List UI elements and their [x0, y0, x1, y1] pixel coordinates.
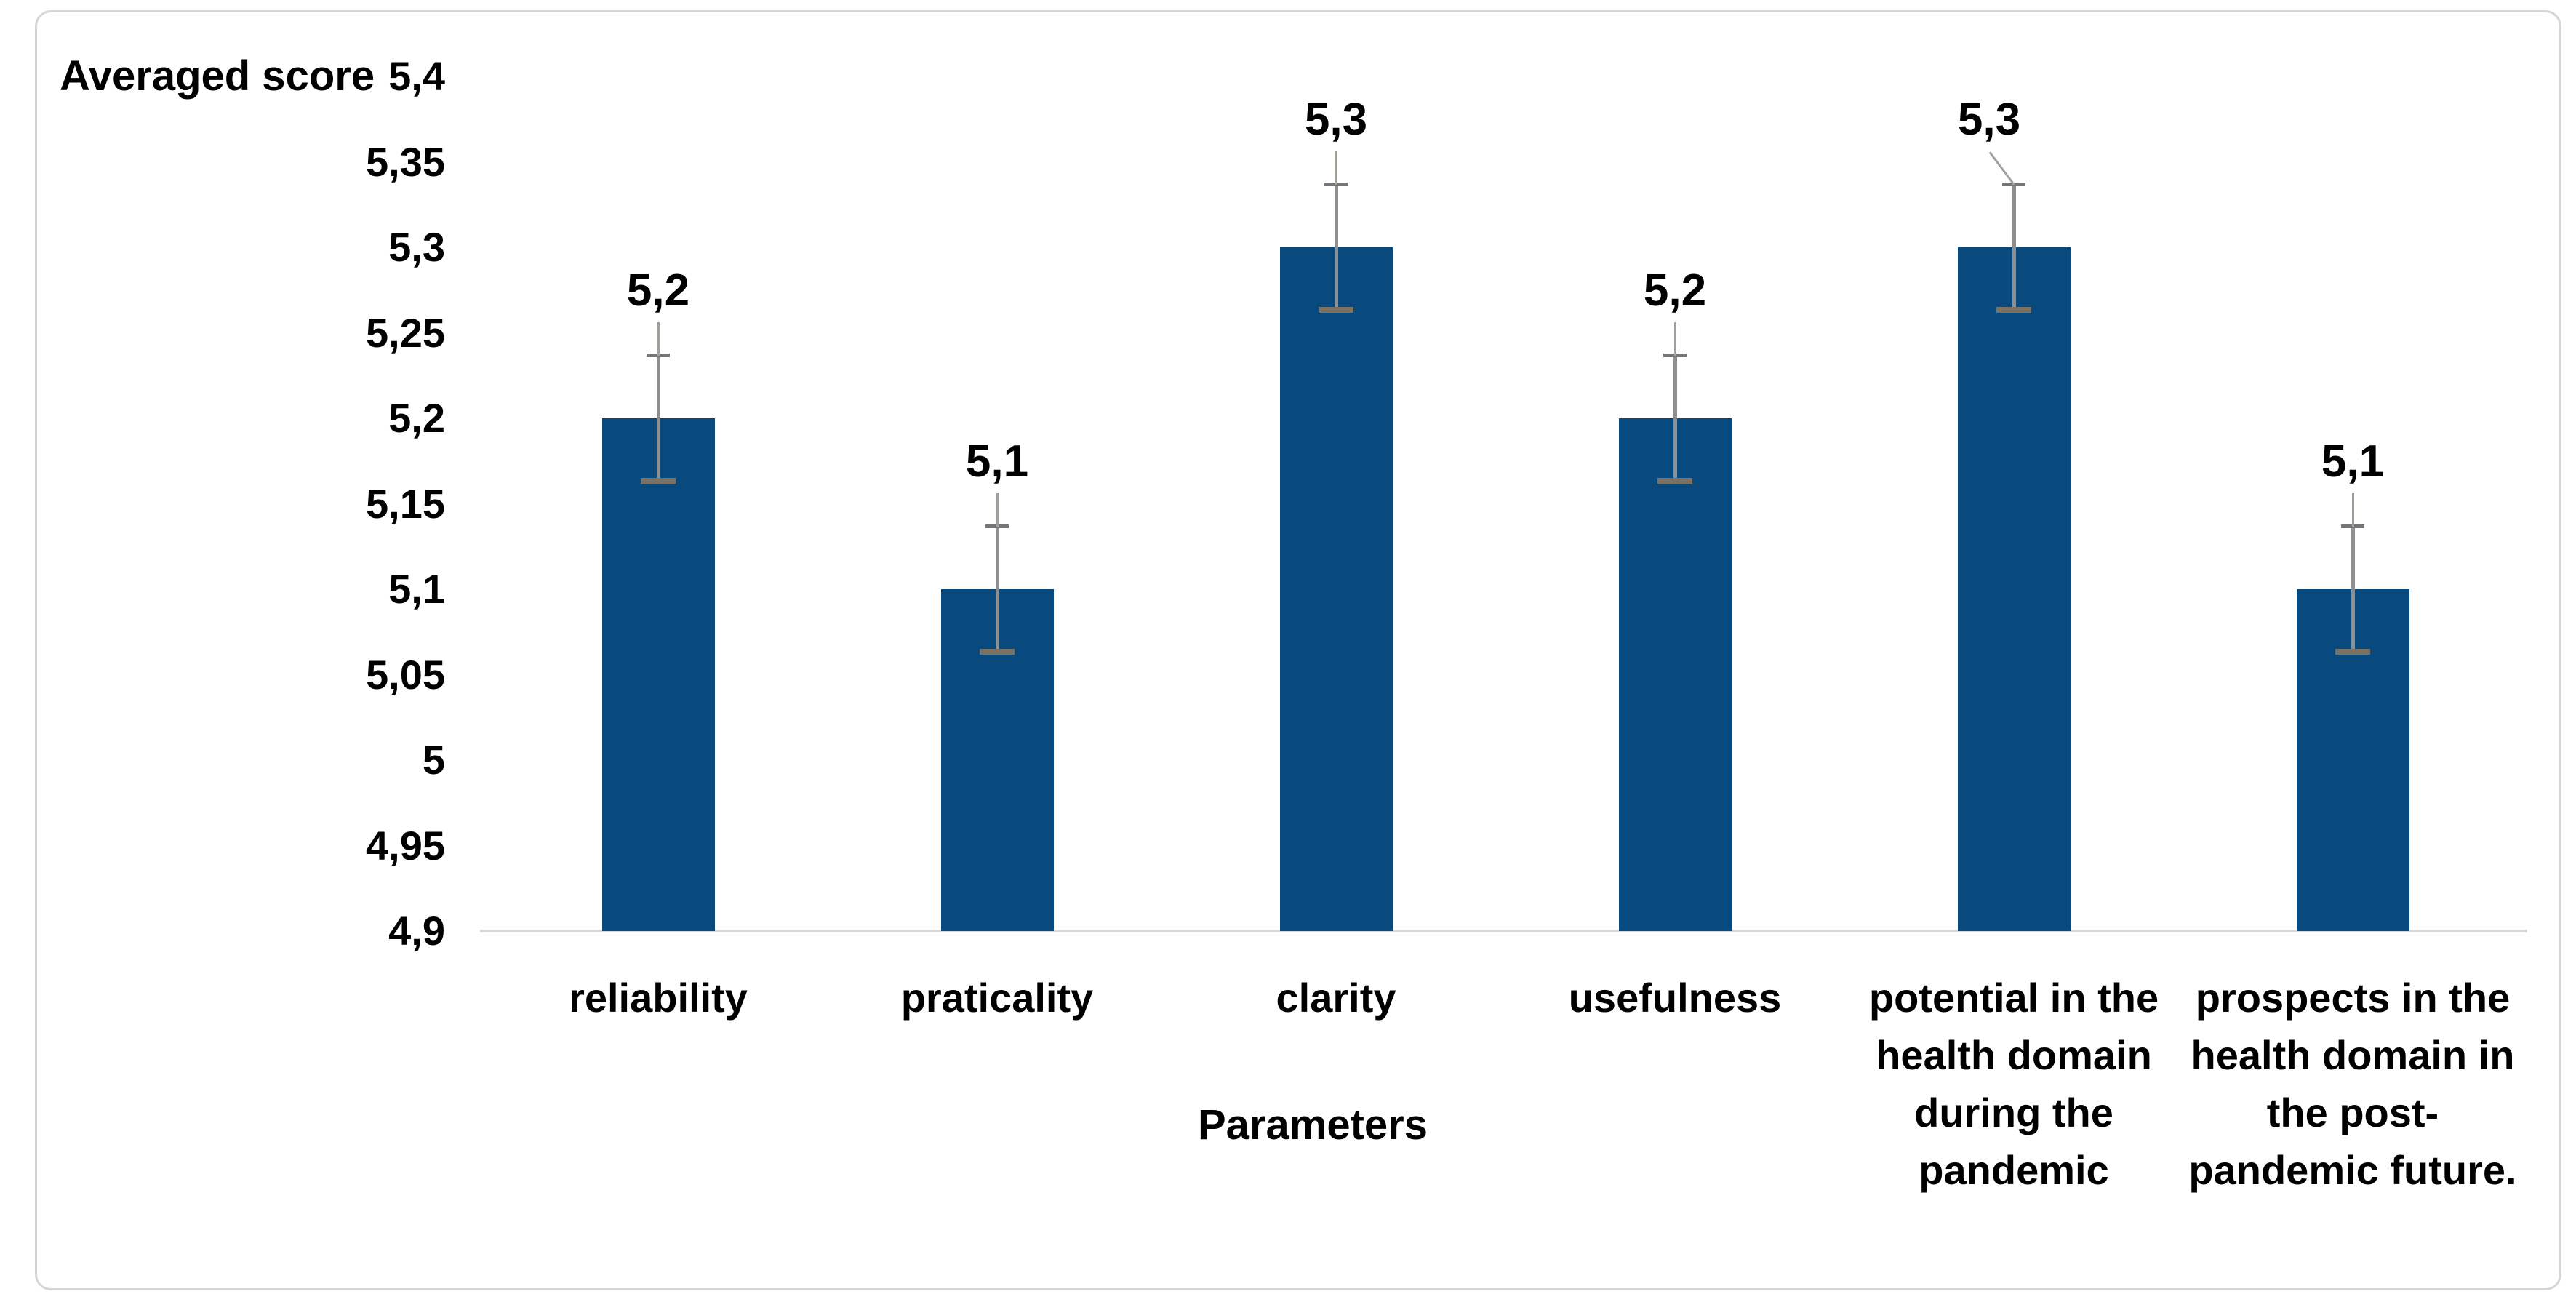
error-bar-bottom-cap-cat1	[641, 478, 676, 484]
category-label-cat1: reliability	[569, 975, 748, 1021]
error-bar-bottom-cap-cat4	[1657, 478, 1692, 484]
y-tick-label-5: 5	[422, 737, 445, 783]
y-tick-label-5_4: 5,4	[388, 53, 445, 99]
error-bar-bottom-cap-cat3	[1319, 307, 1353, 313]
y-tick-label-5_15: 5,15	[366, 480, 445, 527]
y-tick-label-5_05: 5,05	[366, 651, 445, 698]
y-tick-label-5_2: 5,2	[388, 395, 445, 441]
x-axis-line	[480, 930, 2527, 932]
bar-series1-cat3	[1279, 247, 1393, 931]
error-bar-bottom-cap-cat2	[980, 649, 1015, 655]
error-bar-whisker-cat5	[2012, 185, 2016, 310]
error-bar-whisker-cat3	[1334, 185, 1338, 310]
error-bar-whisker-cat4	[1673, 356, 1677, 481]
data-label-cat2: 5,1	[965, 436, 1029, 487]
y-axis-title: Averaged score	[60, 52, 375, 100]
category-label-cat6: prospects in the health domain in the po…	[2188, 975, 2517, 1193]
y-tick-label-4_9: 4,9	[388, 908, 445, 954]
y-tick-label-5_35: 5,35	[366, 138, 445, 185]
y-tick-label-5_25: 5,25	[366, 309, 445, 356]
bar-series1-cat4	[1618, 418, 1732, 931]
data-label-cat1: 5,2	[626, 265, 690, 316]
data-label-leader-line-cat2	[996, 493, 999, 527]
data-label-leader-line-cat3	[1335, 151, 1337, 185]
data-label-cat5: 5,3	[1957, 95, 2021, 145]
error-bar-bottom-cap-cat6	[2335, 649, 2370, 655]
data-label-leader-line-cat4	[1673, 322, 1676, 356]
bar-series1-cat1	[601, 418, 715, 931]
data-label-cat3: 5,3	[1304, 95, 1368, 145]
data-label-cat6: 5,1	[2321, 436, 2385, 487]
data-label-leader-line-cat1	[657, 322, 660, 356]
bar-series1-cat5	[1957, 247, 2071, 931]
data-label-cat4: 5,2	[1643, 265, 1707, 316]
x-axis-title: Parameters	[1198, 1101, 1428, 1149]
category-label-cat4: usefulness	[1568, 975, 1782, 1021]
y-tick-label-5_1: 5,1	[388, 566, 445, 612]
error-bar-whisker-cat6	[2351, 527, 2355, 652]
y-tick-label-4_95: 4,95	[366, 822, 445, 868]
category-label-cat3: clarity	[1276, 975, 1396, 1021]
error-bar-whisker-cat1	[656, 356, 660, 481]
y-tick-label-5_3: 5,3	[388, 224, 445, 270]
data-label-leader-line-cat6	[2351, 493, 2354, 527]
category-label-cat2: praticality	[900, 975, 1094, 1021]
error-bar-bottom-cap-cat5	[1996, 307, 2031, 313]
category-label-cat5: potential in the health domain during th…	[1868, 975, 2159, 1193]
error-bar-whisker-cat2	[995, 527, 999, 652]
